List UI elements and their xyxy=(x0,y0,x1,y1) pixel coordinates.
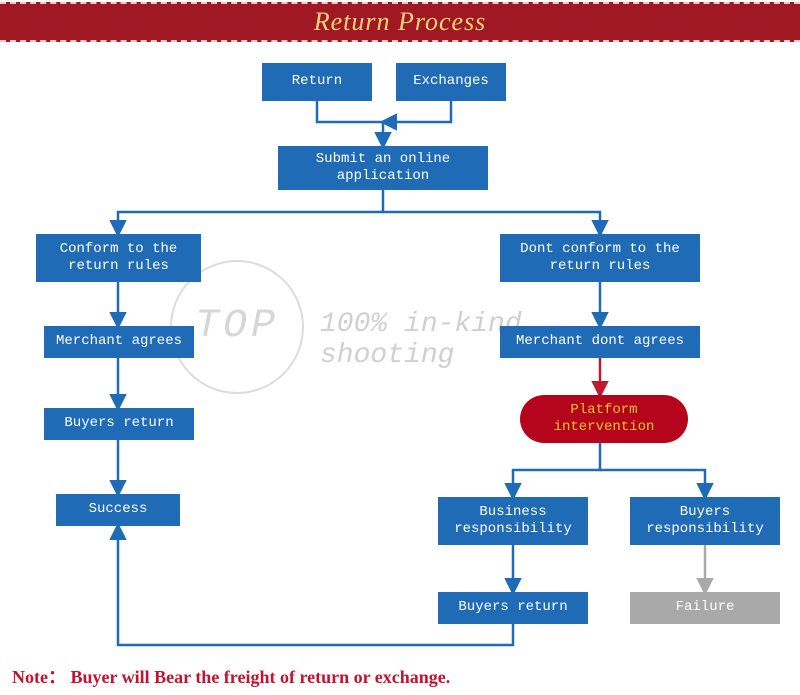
node-magree: Merchant agrees xyxy=(44,326,194,358)
node-return: Return xyxy=(262,63,372,101)
flowchart-canvas: Return Exchanges Submit an online applicat… xyxy=(0,0,800,695)
footer-note: Note： Buyer will Bear the freight of ret… xyxy=(12,663,450,689)
node-conform: Conform to the return rules xyxy=(36,234,201,282)
node-bizresp: Business responsibility xyxy=(438,497,588,545)
edge-exchanges-to-submit xyxy=(383,101,451,122)
node-success: Success xyxy=(56,494,180,526)
edge-submit-to-notconform xyxy=(383,212,600,234)
node-notconform: Dont conform to the return rules xyxy=(500,234,700,282)
edge-platform-to-bizresp xyxy=(513,443,600,497)
node-exchanges: Exchanges xyxy=(396,63,506,101)
edge-platform-to-buyresp xyxy=(600,470,705,497)
node-buyret2: Buyers return xyxy=(438,592,588,624)
node-buyret1: Buyers return xyxy=(44,408,194,440)
note-label: Note： xyxy=(12,667,66,687)
edge-submit-to-conform xyxy=(118,190,383,234)
node-submit: Submit an online application xyxy=(278,146,488,190)
node-platform: Platform intervention xyxy=(520,395,688,443)
node-buyresp: Buyers responsibility xyxy=(630,497,780,545)
node-failure: Failure xyxy=(630,592,780,624)
node-mdisagree: Merchant dont agrees xyxy=(500,326,700,358)
note-text: Buyer will Bear the freight of return or… xyxy=(70,667,450,687)
edge-return-to-submit xyxy=(317,101,383,146)
